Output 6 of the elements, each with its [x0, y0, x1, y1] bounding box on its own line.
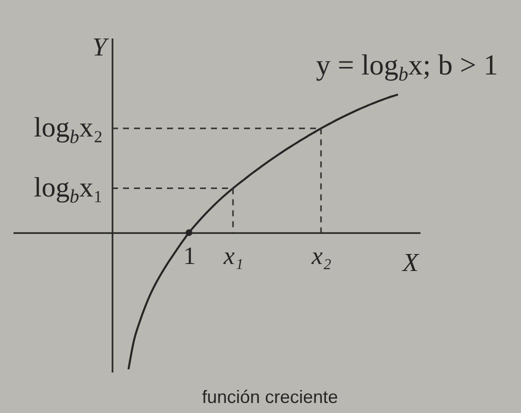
x-tick-label: x₁	[222, 243, 244, 270]
x-axis-title: X	[402, 248, 420, 278]
x-tick-label: 1	[183, 243, 196, 270]
x-tick-label: x₂	[310, 243, 332, 270]
y-axis-title: Y	[92, 32, 110, 62]
text: función creciente	[202, 387, 338, 407]
